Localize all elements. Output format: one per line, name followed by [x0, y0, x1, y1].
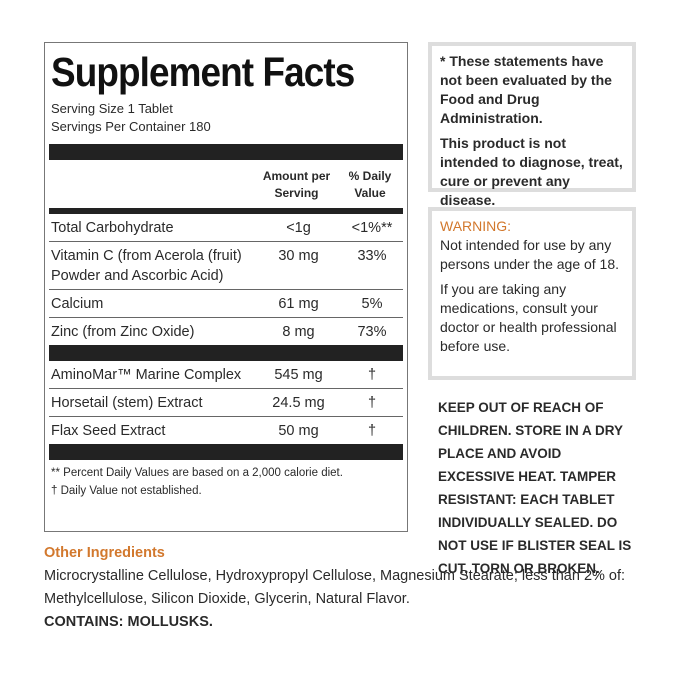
- storage-text: KEEP OUT OF REACH OF CHILDREN. STORE IN …: [438, 400, 632, 576]
- nutrient-rows: Total Carbohydrate <1g <1%** Vitamin C (fro…: [49, 214, 403, 345]
- nutrient-name: AminoMar™ Marine Complex: [51, 367, 242, 383]
- facts-row: Vitamin C (from Acerola (fruit) Powder a…: [49, 242, 403, 290]
- supplement-facts: Supplement Facts Serving Size 1 Tablet S…: [44, 42, 408, 532]
- warning-text: Not intended for use by any persons unde…: [440, 237, 620, 272]
- facts-row: AminoMar™ Marine Complex 545 mg †: [49, 361, 403, 389]
- daily-value: †: [367, 367, 377, 383]
- amount: 545 mg: [274, 367, 323, 383]
- nutrient-name: Vitamin C (from Acerola (fruit) Powder a…: [51, 248, 242, 284]
- servings-per-container: Servings Per Container 180: [51, 119, 211, 134]
- facts-row: Zinc (from Zinc Oxide) 8 mg 73%: [49, 318, 403, 345]
- warning-box: WARNING: Not intended for use by any per…: [428, 207, 636, 380]
- divider-bar: [49, 444, 403, 460]
- nutrient-name: Horsetail (stem) Extract: [51, 395, 203, 411]
- daily-value: <1%**: [351, 220, 393, 236]
- nutrient-name: Total Carbohydrate: [51, 220, 174, 236]
- other-ingredients: Other Ingredients Microcrystalline Cellu…: [44, 542, 634, 634]
- daily-value: †: [367, 423, 377, 439]
- header-row: Amount per Serving % Daily Value: [49, 160, 403, 214]
- other-ingredients-title: Other Ingredients: [44, 545, 165, 561]
- warning-title: WARNING:: [440, 218, 512, 234]
- facts-row: Flax Seed Extract 50 mg †: [49, 417, 403, 444]
- daily-value: 73%: [357, 324, 387, 340]
- contains: CONTAINS: MOLLUSKS.: [44, 614, 213, 630]
- divider-bar: [49, 345, 403, 361]
- facts-row: Horsetail (stem) Extract 24.5 mg †: [49, 389, 403, 417]
- disclaimer-box: * These statements have not been evaluat…: [428, 42, 636, 208]
- footnote: ** Percent Daily Values are based on a 2…: [51, 467, 343, 479]
- nutrient-name: Calcium: [51, 296, 104, 312]
- other-ingredients-text: Microcrystalline Cellulose, Hydroxypropy…: [44, 568, 626, 607]
- serving-size: Serving Size 1 Tablet: [51, 101, 173, 116]
- facts-row: Calcium 61 mg 5%: [49, 290, 403, 318]
- facts-row: Total Carbohydrate <1g <1%**: [49, 214, 403, 242]
- nutrient-name: Zinc (from Zinc Oxide): [51, 324, 195, 340]
- warning-text: If you are taking any medications, consu…: [440, 281, 617, 354]
- amount: 50 mg: [278, 423, 319, 439]
- amount: 61 mg: [278, 296, 319, 312]
- disclaimer-text: This product is not intended to diagnose…: [440, 135, 623, 208]
- facts-title: Supplement Facts: [51, 49, 355, 95]
- daily-value: †: [367, 395, 377, 411]
- header-dv: % Daily Value: [348, 169, 392, 200]
- daily-value: 33%: [357, 248, 387, 264]
- blend-rows: AminoMar™ Marine Complex 545 mg † Horsetail…: [49, 361, 403, 444]
- amount: 30 mg: [278, 248, 319, 264]
- amount: <1g: [286, 220, 311, 236]
- daily-value: 5%: [361, 296, 383, 312]
- amount: 24.5 mg: [272, 395, 325, 411]
- header-amount: Amount per Serving: [262, 169, 331, 200]
- disclaimer-text: * These statements have not been evaluat…: [440, 53, 612, 126]
- nutrient-name: Flax Seed Extract: [51, 423, 166, 439]
- divider-bar: [49, 144, 403, 160]
- amount: 8 mg: [282, 324, 315, 340]
- footnote: † Daily Value not established.: [51, 485, 202, 497]
